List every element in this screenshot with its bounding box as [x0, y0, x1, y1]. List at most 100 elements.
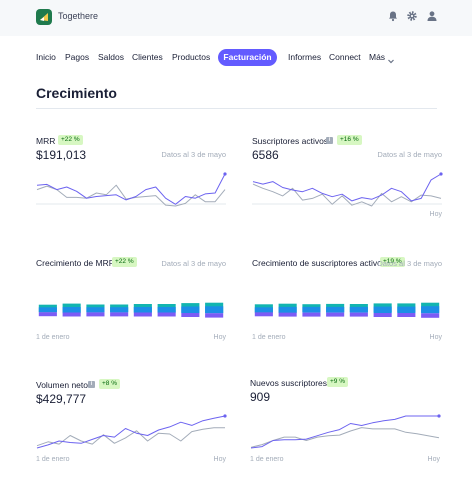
series-line	[250, 415, 439, 449]
card-title: Nuevos suscriptores	[250, 378, 328, 388]
bar-segment	[38, 312, 57, 317]
series-line	[36, 415, 226, 449]
growth-badge: +22 %	[58, 135, 83, 145]
app-name[interactable]: Togethere	[58, 11, 99, 21]
growth-badge: +19 %	[380, 257, 405, 267]
card-date: Datos al 3 de mayo	[161, 150, 226, 159]
bar-segment	[62, 312, 81, 317]
bar-segment	[157, 307, 176, 313]
bar-segment	[254, 307, 273, 313]
mrr-chart	[36, 172, 227, 207]
card-date: Datos al 3 de mayo	[161, 259, 226, 268]
bar-segment	[397, 306, 416, 313]
card-title: MRR	[36, 136, 56, 146]
series-end-point	[223, 172, 227, 176]
series-line	[250, 427, 440, 448]
series-end-point	[223, 414, 227, 418]
card-net-volume[interactable]: Volumen neto i +8 % $429,777 1 de enero …	[36, 379, 227, 466]
series-line	[36, 173, 226, 205]
logo-icon[interactable]	[36, 9, 52, 25]
axis-start-label: 1 de enero	[36, 456, 70, 463]
info-icon[interactable]: i	[88, 381, 95, 388]
bar-segment	[181, 306, 200, 314]
bar-segment	[349, 312, 368, 317]
card-value: $191,013	[36, 148, 87, 162]
bar-segment	[157, 312, 176, 317]
bar-segment	[421, 313, 440, 318]
card-value: $429,777	[36, 392, 87, 406]
card-mrr-growth[interactable]: Crecimiento de MRR +22 % Datos al 3 de m…	[36, 257, 226, 344]
gear-icon[interactable]	[406, 10, 418, 22]
nav-item-inicio[interactable]: Inicio	[36, 52, 56, 62]
bar-segment	[302, 306, 321, 313]
card-value: 909	[250, 390, 271, 404]
nav-item-saldos[interactable]: Saldos	[98, 52, 124, 62]
bell-icon[interactable]	[387, 10, 399, 22]
bar-segment	[302, 312, 321, 317]
nav-item-informes[interactable]: Informes	[288, 52, 322, 62]
user-icon[interactable]	[426, 10, 438, 22]
bar-segment	[86, 307, 105, 313]
nav-item-facturacion[interactable]: Facturación	[218, 49, 277, 66]
card-title: Suscriptores activos	[252, 136, 329, 146]
series-line	[252, 183, 442, 207]
page-title: Crecimiento	[36, 85, 117, 101]
card-title: Crecimiento de suscriptores activos	[252, 258, 387, 268]
bar-segment	[110, 307, 129, 313]
active-subscribers-chart	[252, 172, 443, 207]
series-line	[36, 184, 226, 207]
axis-start-label: 1 de enero	[36, 334, 70, 341]
bar-segment	[62, 307, 81, 313]
bar-segment	[326, 306, 345, 313]
top-bar: Togethere	[0, 0, 472, 36]
axis-end-label: Hoy	[429, 334, 442, 341]
series-end-point	[437, 414, 441, 418]
card-date: Datos al 3 de mayo	[377, 150, 442, 159]
bar-segment	[205, 313, 224, 318]
card-date: Datos al 3 de mayo	[377, 259, 442, 268]
nav-item-connect[interactable]: Connect	[329, 52, 361, 62]
mrr-growth-chart	[38, 302, 224, 318]
axis-start-label: 1 de enero	[250, 456, 284, 463]
series-line	[36, 427, 225, 447]
card-title: Volumen neto	[36, 380, 88, 390]
bar-segment	[397, 313, 416, 317]
bar-segment	[278, 306, 297, 313]
bar-segment	[181, 313, 200, 317]
bar-segment	[326, 312, 345, 317]
axis-end-label: Hoy	[213, 456, 226, 463]
axis-end-label: Hoy	[429, 211, 442, 218]
card-mrr[interactable]: MRR +22 % $191,013 Datos al 3 de mayo	[36, 135, 227, 208]
info-icon[interactable]: i	[326, 137, 333, 144]
bar-segment	[38, 307, 57, 313]
axis-start-label: 1 de enero	[252, 334, 286, 341]
bar-segment	[110, 312, 129, 317]
axis-end-label: Hoy	[427, 456, 440, 463]
active-subscribers-growth-chart	[254, 302, 440, 318]
net-volume-chart	[36, 414, 227, 449]
chevron-down-icon[interactable]	[387, 52, 395, 64]
card-new-subscribers[interactable]: Nuevos suscriptores +9 % 909 1 de enero …	[250, 377, 441, 466]
bar-segment	[373, 306, 392, 313]
nav-item-pagos[interactable]: Pagos	[65, 52, 90, 62]
bar-segment	[421, 306, 440, 314]
main-nav: Inicio Pagos Saldos Clientes Productos F…	[0, 45, 472, 69]
bar-segment	[373, 313, 392, 317]
growth-badge: +16 %	[337, 135, 362, 145]
card-active-subscribers[interactable]: Suscriptores activos i +16 % 6586 Datos …	[252, 135, 443, 220]
growth-badge: +22 %	[112, 257, 137, 267]
bar-segment	[133, 307, 152, 313]
series-line	[252, 173, 442, 202]
bar-segment	[349, 306, 368, 313]
nav-item-mas[interactable]: Más	[369, 52, 386, 62]
nav-item-clientes[interactable]: Clientes	[132, 52, 163, 62]
divider	[36, 108, 437, 109]
bar-segment	[278, 312, 297, 317]
nav-item-productos[interactable]: Productos	[172, 52, 211, 62]
growth-badge: +9 %	[327, 377, 348, 387]
growth-badge: +8 %	[99, 379, 120, 389]
bar-segment	[254, 312, 273, 317]
axis-end-label: Hoy	[213, 334, 226, 341]
bar-segment	[133, 312, 152, 317]
card-active-subscribers-growth[interactable]: Crecimiento de suscriptores activos +19 …	[252, 257, 442, 344]
